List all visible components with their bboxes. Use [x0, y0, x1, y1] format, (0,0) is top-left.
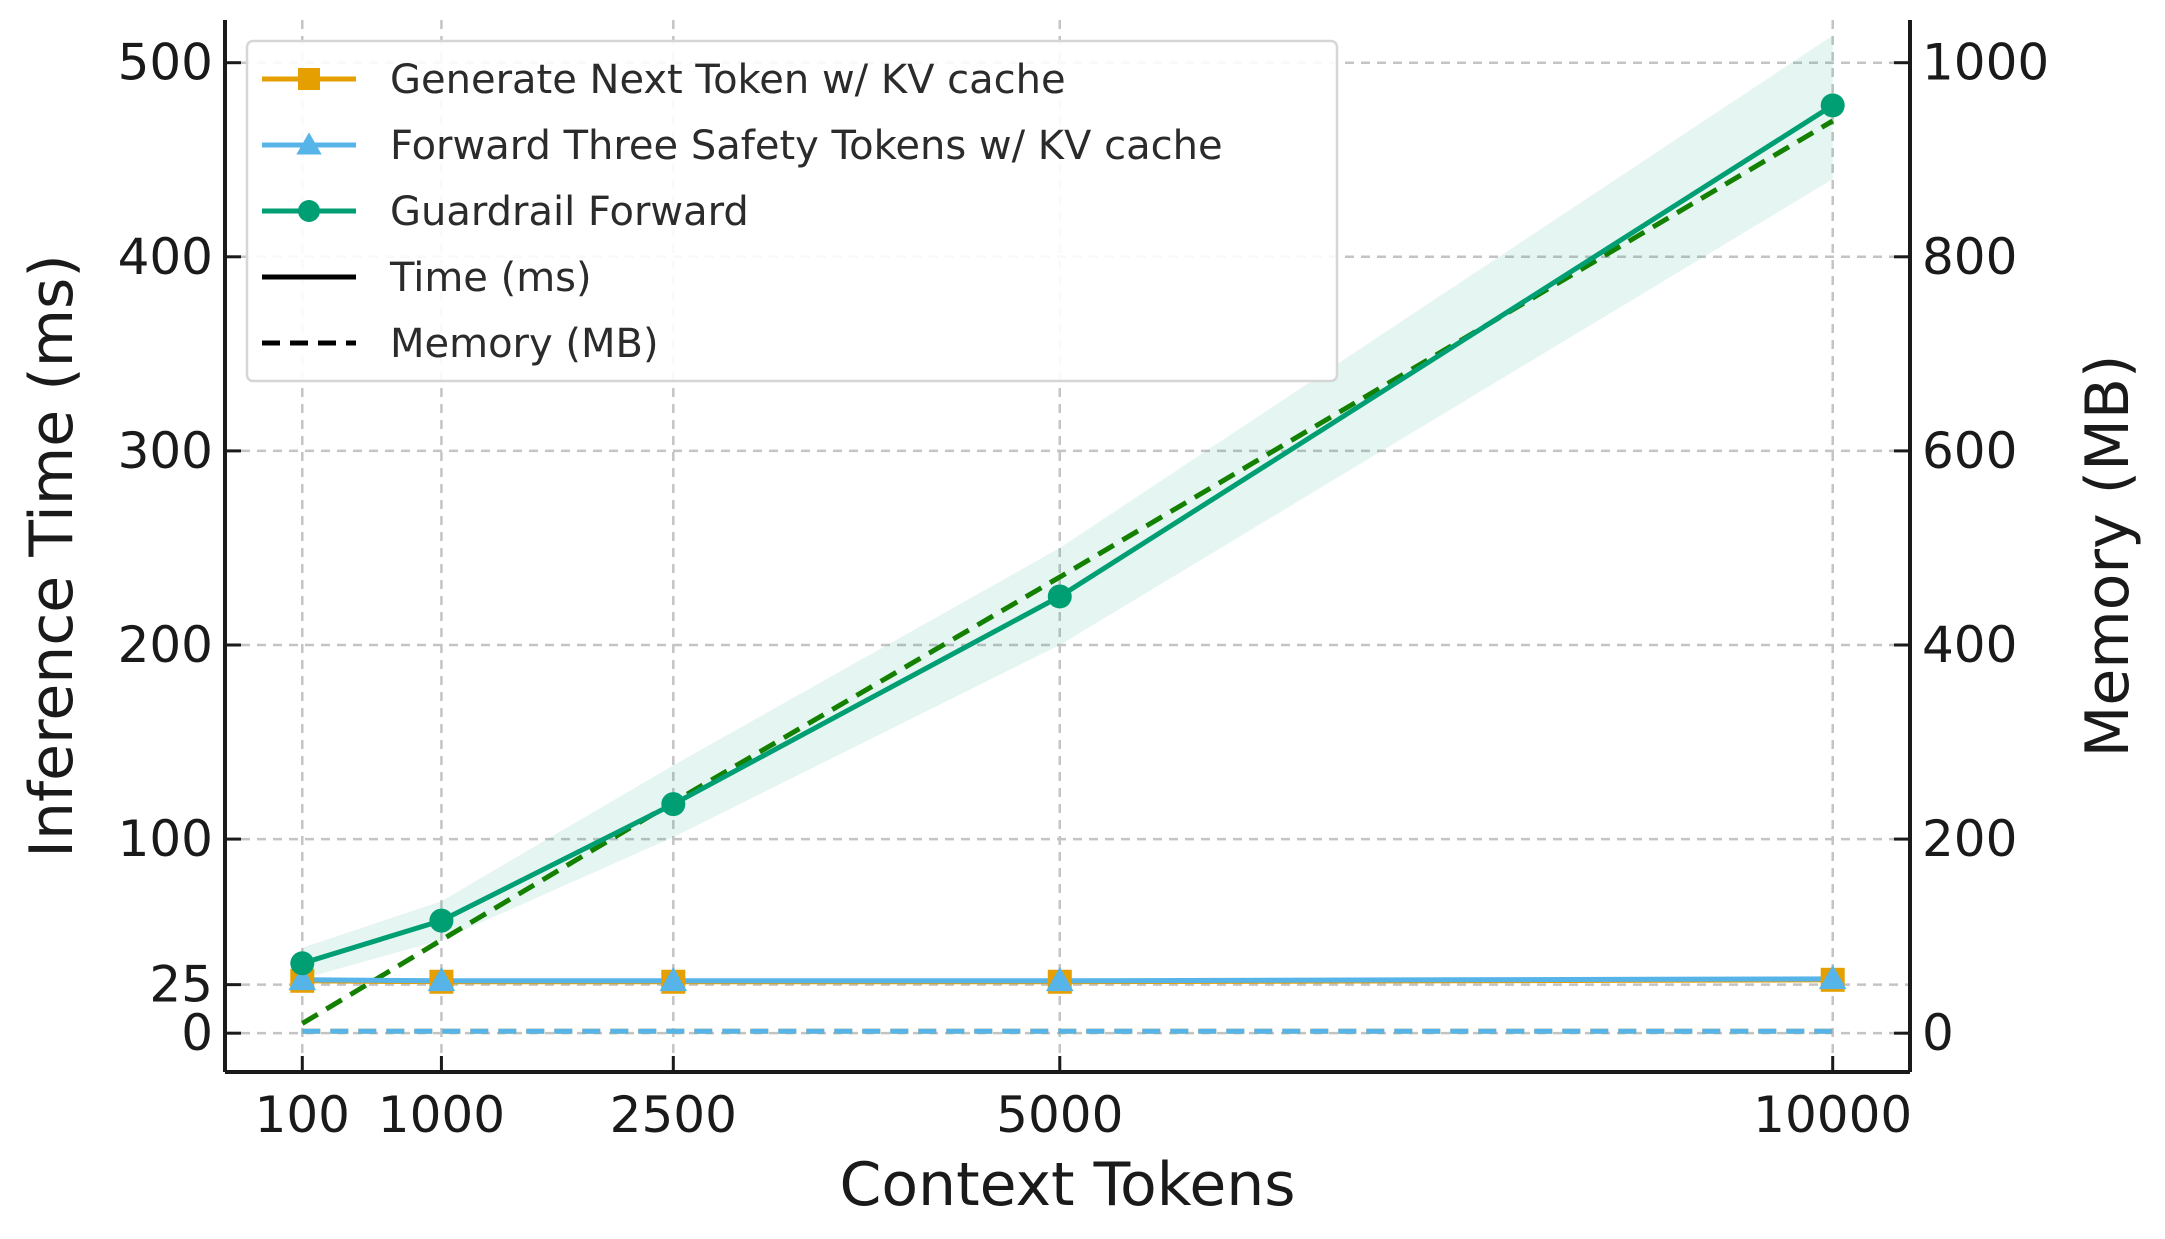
x-tick-label: 2500	[610, 1086, 737, 1144]
left-tick-label: 100	[118, 810, 213, 868]
data-point-series-2-3	[1047, 584, 1072, 609]
x-tick-label: 10000	[1753, 1086, 1912, 1144]
left-tick-label: 0	[181, 1004, 213, 1062]
data-point-series-1-4	[1818, 965, 1847, 990]
legend: Generate Next Token w/ KV cache Forward T…	[245, 39, 1339, 383]
right-tick-label: 0	[1922, 1004, 1954, 1062]
left-tick-label: 300	[118, 422, 213, 480]
data-point-series-1-2	[659, 966, 688, 992]
left-tick-label: 200	[118, 616, 213, 674]
x-tick-label: 5000	[996, 1086, 1123, 1144]
x-tick-label: 1000	[378, 1086, 505, 1144]
legend-label: Memory (MB)	[390, 321, 659, 367]
x-tick-label: 100	[255, 1086, 350, 1144]
right-tick-label: 400	[1922, 616, 2017, 674]
data-point-series-2-4	[1820, 93, 1845, 118]
left-tick-label: 400	[118, 228, 213, 286]
right-tick-label: 800	[1922, 228, 2017, 286]
y-axis-title-right: Memory (MB)	[2073, 355, 2143, 758]
data-point-series-2-2	[661, 792, 686, 817]
y-axis-title-left: Inference Time (ms)	[17, 254, 87, 857]
data-point-series-1-0	[288, 966, 317, 991]
data-point-series-1-3	[1045, 966, 1074, 992]
legend-label: Generate Next Token w/ KV cache	[390, 57, 1066, 103]
legend-label: Guardrail Forward	[390, 189, 749, 235]
left-tick-label: 25	[149, 956, 213, 1014]
right-tick-label: 600	[1922, 422, 2017, 480]
right-tick-label: 1000	[1922, 34, 2049, 92]
legend-label: Time (ms)	[389, 255, 592, 301]
legend-swatch-marker	[298, 200, 320, 222]
marker-layer	[288, 93, 1847, 994]
data-point-series-2-1	[429, 908, 454, 933]
data-point-series-2-0	[290, 951, 315, 976]
right-tick-label: 200	[1922, 810, 2017, 868]
x-axis-title: Context Tokens	[839, 1150, 1295, 1220]
left-tick-label: 500	[118, 34, 213, 92]
legend-swatch-marker	[296, 132, 322, 155]
data-point-series-1-1	[427, 966, 456, 992]
legend-label: Forward Three Safety Tokens w/ KV cache	[390, 123, 1223, 169]
legend-box	[245, 39, 1339, 383]
legend-swatch-marker	[298, 68, 320, 90]
